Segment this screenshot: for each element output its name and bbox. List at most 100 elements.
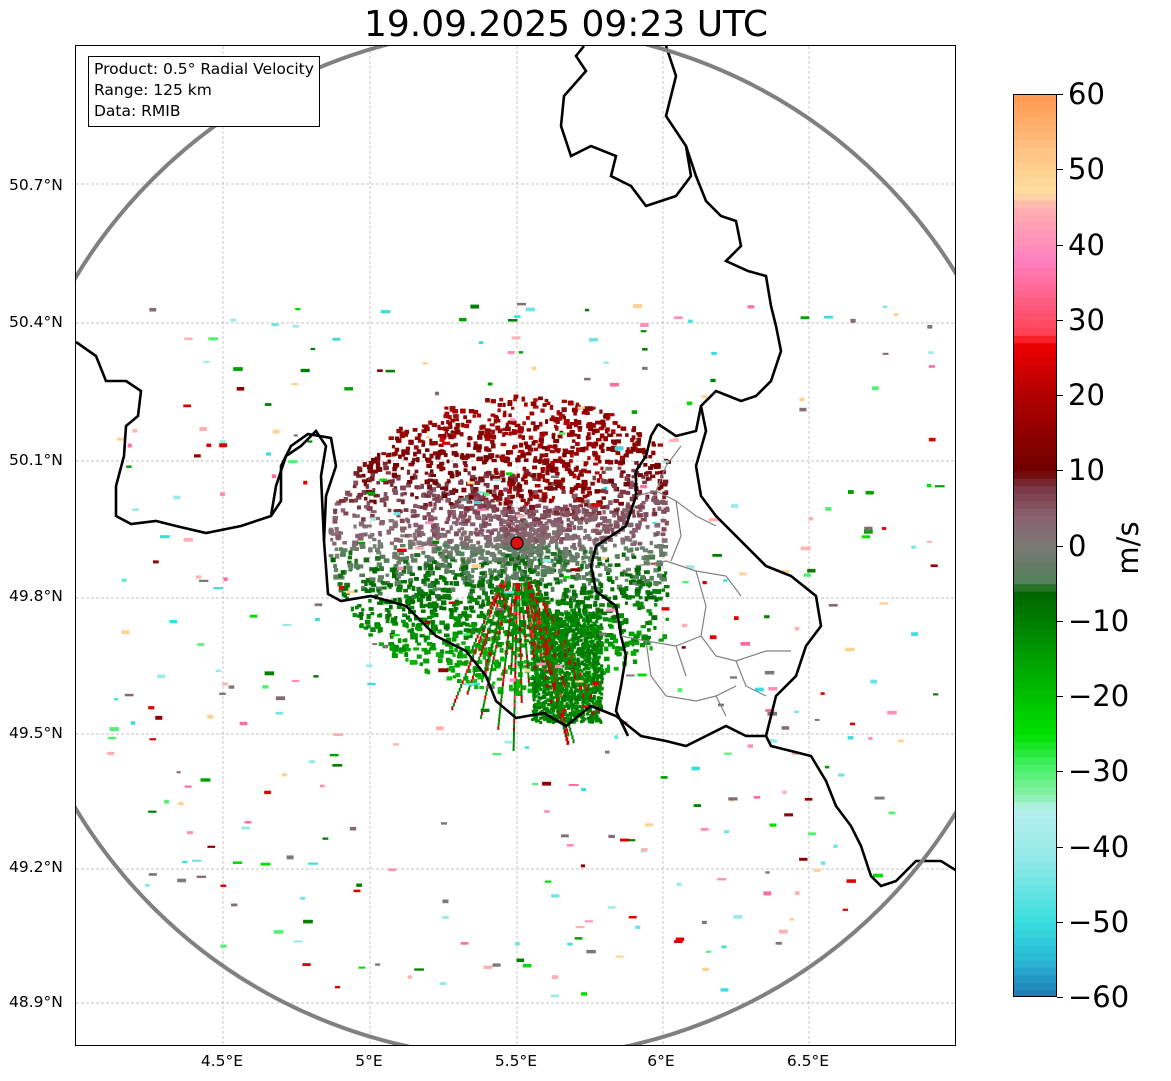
echo-pixel [663, 551, 668, 556]
echo-pixel [520, 525, 526, 530]
echo-pixel [464, 676, 468, 681]
echo-pixel [464, 646, 471, 651]
echo-pixel [480, 532, 485, 537]
echo-pixel [551, 522, 558, 528]
echo-pixel [427, 602, 433, 606]
echo-pixel [646, 581, 652, 587]
echo-pixel [334, 553, 340, 559]
echo-pixel [435, 546, 441, 552]
echo-pixel [389, 604, 393, 610]
echo-pixel [442, 577, 447, 583]
echo-pixel [509, 527, 515, 532]
echo-pixel [467, 436, 473, 440]
echo-pixel [583, 605, 587, 611]
echo-pixel [588, 515, 592, 519]
echo-pixel [578, 504, 584, 508]
echo-pixel [648, 620, 653, 626]
echo-pixel [464, 535, 471, 540]
echo-pixel [404, 594, 409, 599]
echo-pixel [495, 425, 501, 431]
echo-pixel [535, 580, 540, 585]
echo-pixel [569, 520, 574, 525]
echo-pixel [536, 571, 540, 575]
echo-pixel [409, 572, 415, 577]
echo-pixel [583, 517, 590, 523]
echo-pixel [574, 422, 579, 428]
echo-pixel [600, 516, 605, 520]
echo-pixel [364, 619, 371, 625]
echo-pixel [582, 643, 588, 648]
echo-pixel [482, 590, 486, 596]
echo-pixel [568, 512, 573, 517]
echo-pixel [393, 509, 398, 514]
echo-pixel [474, 684, 479, 690]
echo-pixel [617, 466, 622, 470]
echo-pixel [445, 530, 451, 534]
echo-pixel [564, 533, 570, 537]
echo-pixel [414, 594, 420, 599]
echo-pixel [448, 665, 455, 670]
echo-pixel [631, 475, 637, 479]
echo-pixel [385, 573, 390, 577]
echo-pixel [520, 643, 526, 648]
echo-pixel [595, 578, 600, 582]
echo-pixel [637, 504, 644, 509]
echo-pixel [455, 600, 460, 606]
echo-pixel [383, 492, 388, 497]
echo-pixel [407, 569, 413, 575]
echo-pixel [497, 550, 502, 555]
echo-pixel [454, 573, 460, 577]
echo-pixel [365, 489, 372, 494]
echo-pixel [491, 505, 497, 510]
echo-pixel [417, 439, 424, 443]
echo-pixel [447, 596, 452, 601]
echo-pixel [330, 557, 336, 563]
echo-pixel [530, 511, 536, 516]
echo-pixel [555, 581, 560, 585]
echo-pixel [620, 470, 626, 474]
echo-pixel [652, 588, 658, 594]
echo-pixel [546, 519, 552, 523]
echo-pixel [605, 416, 610, 421]
echo-pixel [468, 628, 472, 634]
echo-pixel [595, 607, 600, 612]
echo-pixel [485, 502, 491, 508]
echo-pixel [587, 581, 591, 586]
echo-pixel [459, 432, 464, 437]
echo-pixel [347, 563, 354, 568]
echo-pixel [467, 614, 472, 618]
echo-pixel [454, 426, 460, 430]
echo-pixel [496, 534, 503, 539]
echo-pixel [354, 589, 358, 593]
echo-pixel [530, 421, 536, 425]
echo-pixel [594, 657, 599, 663]
echo-pixel [396, 574, 401, 579]
echo-pixel [370, 476, 375, 481]
echo-pixel [474, 531, 480, 537]
echo-pixel [414, 474, 418, 480]
echo-pixel [543, 583, 549, 589]
echo-pixel [531, 527, 535, 532]
echo-pixel [432, 480, 438, 485]
echo-pixel [423, 617, 427, 622]
echo-pixel [561, 567, 566, 571]
echo-pixel [427, 537, 433, 541]
echo-pixel [497, 428, 503, 434]
echo-pixel [580, 516, 586, 521]
echo-pixel [378, 642, 384, 647]
echo-pixel [429, 438, 433, 443]
echo-pixel [619, 455, 626, 461]
echo-pixel [447, 513, 452, 518]
echo-pixel [392, 465, 398, 469]
echo-pixel [507, 610, 512, 616]
echo-pixel [558, 415, 563, 421]
echo-pixel [426, 649, 431, 655]
echo-pixel [428, 518, 434, 522]
echo-pixel [532, 490, 538, 495]
echo-pixel [630, 595, 635, 599]
echo-pixel [472, 598, 478, 602]
echo-pixel [538, 521, 543, 525]
echo-pixel [618, 501, 624, 506]
echo-pixel [540, 468, 545, 473]
echo-pixel [479, 526, 483, 531]
